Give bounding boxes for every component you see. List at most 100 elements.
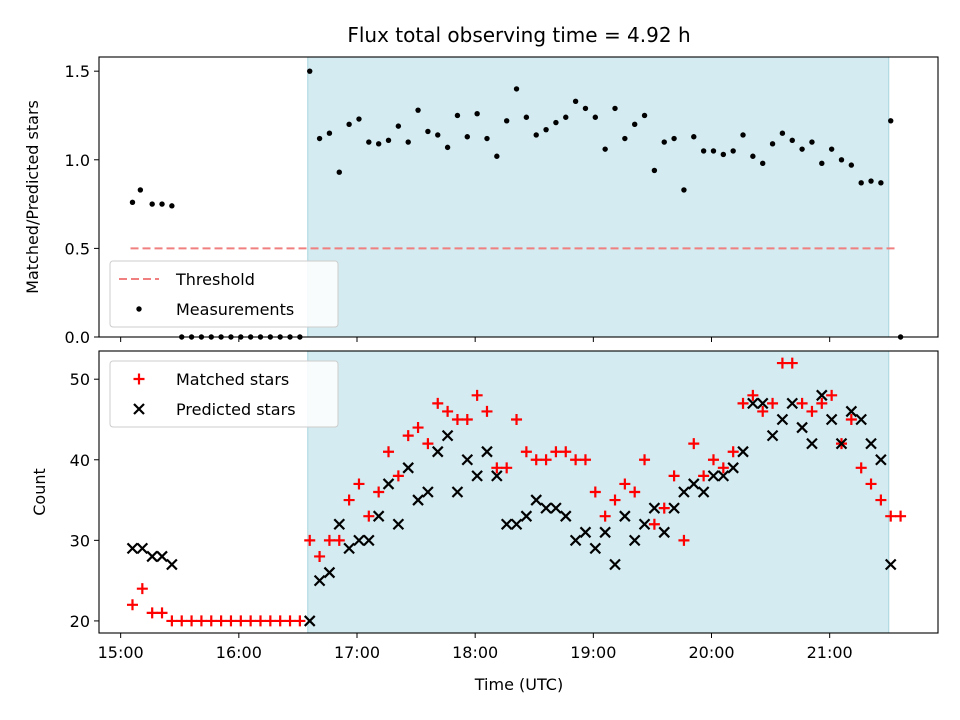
- data-point: [392, 518, 405, 531]
- y-tick-label: 1.0: [65, 151, 90, 170]
- data-point: [570, 454, 582, 466]
- data-point: [609, 558, 621, 571]
- data-point: [668, 470, 680, 482]
- data-point: [878, 180, 884, 186]
- data-point: [700, 148, 707, 154]
- data-point: [717, 462, 729, 474]
- legend-marker-icon: [133, 403, 145, 415]
- legend-label: Threshold: [175, 270, 255, 289]
- data-point: [313, 574, 326, 587]
- data-point: [786, 397, 799, 410]
- data-point: [757, 405, 769, 417]
- data-point: [750, 153, 756, 159]
- data-point: [444, 144, 451, 151]
- data-point: [888, 118, 894, 124]
- data-point: [540, 454, 552, 466]
- data-point: [491, 470, 503, 482]
- data-point: [435, 132, 441, 138]
- data-point: [582, 105, 589, 112]
- data-point: [845, 405, 858, 418]
- data-point: [366, 139, 372, 145]
- data-point: [343, 542, 355, 555]
- data-point: [149, 201, 155, 207]
- chart-title: Flux total observing time = 4.92 h: [347, 23, 690, 47]
- y-tick-label: 30: [70, 531, 90, 550]
- data-point: [481, 445, 493, 458]
- data-point: [688, 438, 700, 450]
- data-point: [383, 446, 395, 458]
- data-point: [865, 478, 877, 490]
- data-point: [609, 494, 621, 506]
- data-point: [796, 421, 808, 434]
- data-point: [599, 510, 611, 522]
- data-point: [828, 146, 835, 152]
- data-point: [523, 114, 530, 120]
- data-point: [668, 502, 680, 514]
- data-point: [395, 123, 402, 129]
- data-point: [543, 126, 549, 133]
- y-tick-label: 0.0: [65, 328, 90, 347]
- data-point: [432, 397, 444, 409]
- data-point: [451, 486, 464, 498]
- legend-label: Measurements: [176, 300, 294, 319]
- x-tick-label: 18:00: [452, 643, 498, 662]
- data-point: [442, 405, 454, 417]
- data-point: [559, 510, 572, 522]
- data-point: [589, 542, 602, 555]
- data-point: [648, 518, 660, 530]
- data-point: [136, 583, 148, 595]
- data-point: [619, 510, 631, 522]
- data-point: [264, 615, 276, 627]
- data-point: [326, 130, 333, 136]
- data-point: [619, 478, 631, 490]
- data-point: [186, 615, 198, 627]
- data-point: [671, 135, 677, 142]
- data-point: [747, 389, 759, 401]
- y-tick-label: 20: [70, 612, 90, 631]
- data-point: [569, 534, 582, 547]
- data-point: [809, 139, 815, 145]
- data-point: [136, 542, 149, 555]
- data-point: [641, 112, 648, 119]
- data-point: [363, 534, 375, 547]
- data-point: [710, 148, 717, 154]
- data-point: [451, 413, 463, 425]
- data-point: [195, 615, 207, 627]
- top-panel: 0.0 0.5 1.0 1.5 Threshold Measurements: [65, 56, 939, 347]
- data-point: [501, 462, 513, 474]
- data-point: [137, 187, 144, 193]
- data-point: [779, 130, 786, 136]
- data-point: [484, 135, 490, 142]
- data-point: [628, 534, 641, 547]
- data-point: [540, 502, 552, 514]
- bottom-y-axis-label: Count: [30, 468, 49, 516]
- data-point: [126, 542, 139, 555]
- data-point: [441, 429, 454, 442]
- data-point: [225, 615, 237, 627]
- data-point: [363, 510, 375, 522]
- series-predicted-stars: [126, 389, 897, 627]
- data-point: [494, 153, 500, 159]
- x-tick-label: 20:00: [688, 643, 734, 662]
- data-point: [294, 615, 306, 627]
- observing-span: [307, 56, 890, 338]
- data-point: [767, 397, 779, 409]
- data-point: [520, 446, 532, 458]
- data-point: [697, 486, 710, 498]
- data-point: [826, 389, 838, 401]
- data-point: [727, 462, 739, 474]
- data-point: [737, 445, 749, 458]
- data-point: [402, 430, 414, 442]
- x-tick-label: 15:00: [98, 643, 144, 662]
- data-point: [166, 558, 178, 571]
- data-point: [471, 389, 483, 401]
- data-point: [471, 470, 483, 482]
- data-point: [855, 462, 867, 474]
- data-point: [307, 68, 313, 74]
- data-point: [678, 486, 690, 498]
- data-point: [126, 599, 138, 611]
- data-point: [356, 116, 362, 122]
- data-point: [631, 121, 638, 128]
- data-point: [205, 615, 217, 627]
